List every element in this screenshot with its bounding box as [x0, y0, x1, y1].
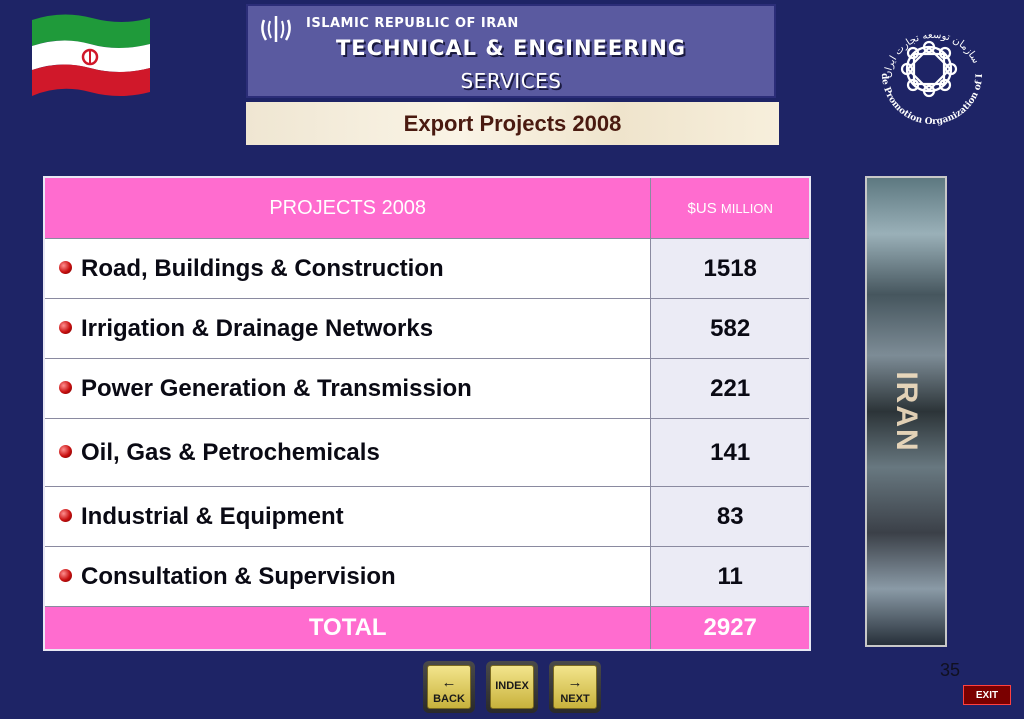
- bullet-icon: [59, 260, 72, 274]
- bullet-icon: [59, 380, 72, 394]
- index-label: INDEX: [495, 680, 529, 692]
- next-button[interactable]: → NEXT: [549, 661, 601, 713]
- back-label: BACK: [433, 693, 465, 705]
- star-knot-icon: [900, 40, 958, 98]
- project-value: 11: [650, 546, 811, 607]
- header-title: TECHNICAL & ENGINEERING: [335, 36, 687, 60]
- project-label: Industrial & Equipment: [81, 502, 344, 530]
- project-value: 1518: [650, 238, 811, 299]
- bullet-icon: [59, 568, 72, 582]
- index-button-face[interactable]: INDEX: [490, 665, 534, 709]
- arrow-left-icon: ←: [441, 674, 457, 691]
- table-row: Power Generation & Transmission 221: [43, 358, 811, 419]
- country-label: ISLAMIC REPUBLIC OF IRAN: [306, 16, 519, 31]
- iran-emblem-icon: [261, 16, 291, 42]
- index-button[interactable]: INDEX: [486, 661, 538, 713]
- total-label: TOTAL: [43, 606, 652, 651]
- title-banner: ISLAMIC REPUBLIC OF IRAN TECHNICAL & ENG…: [246, 4, 776, 98]
- project-label: Power Generation & Transmission: [81, 374, 472, 402]
- table-row: Road, Buildings & Construction 1518: [43, 238, 811, 299]
- header-subtitle: SERVICES: [460, 69, 562, 93]
- back-button[interactable]: ← BACK: [423, 661, 475, 713]
- table-row: Irrigation & Drainage Networks 582: [43, 298, 811, 359]
- arrow-right-icon: →: [567, 674, 583, 691]
- table-row: Consultation & Supervision 11: [43, 546, 811, 607]
- table-row: Industrial & Equipment 83: [43, 486, 811, 547]
- iran-flag-image: [32, 14, 150, 96]
- trade-promotion-logo: سازمان توسعه تجارت ایران Trade Promotion…: [868, 8, 985, 127]
- page-subtitle: Export Projects 2008: [246, 102, 779, 145]
- project-value: 141: [650, 418, 811, 487]
- table-header-row: PROJECTS 2008 $US MILLION: [43, 176, 811, 239]
- project-cell: Road, Buildings & Construction: [43, 238, 652, 299]
- value-column-header: $US MILLION: [650, 176, 811, 239]
- exit-button[interactable]: EXIT: [963, 685, 1011, 705]
- total-value: 2927: [650, 606, 811, 651]
- project-value: 221: [650, 358, 811, 419]
- project-value: 582: [650, 298, 811, 359]
- bullet-icon: [59, 508, 72, 522]
- project-cell: Oil, Gas & Petrochemicals: [43, 418, 652, 487]
- project-label: Irrigation & Drainage Networks: [81, 314, 434, 342]
- project-label: Oil, Gas & Petrochemicals: [81, 438, 380, 466]
- unit-label: MILLION: [720, 200, 773, 216]
- bullet-icon: [59, 444, 72, 458]
- project-cell: Industrial & Equipment: [43, 486, 652, 547]
- bullet-icon: [59, 320, 72, 334]
- project-cell: Consultation & Supervision: [43, 546, 652, 607]
- projects-column-header: PROJECTS 2008: [43, 176, 652, 239]
- table-row: Oil, Gas & Petrochemicals 141: [43, 418, 811, 487]
- next-label: NEXT: [560, 693, 590, 705]
- back-button-face[interactable]: ← BACK: [427, 665, 471, 709]
- project-value: 83: [650, 486, 811, 547]
- export-projects-table: PROJECTS 2008 $US MILLION Road, Building…: [43, 176, 811, 651]
- side-image-text: IRAN: [890, 370, 923, 453]
- page-number: 35: [940, 660, 961, 680]
- currency-label: $US: [687, 199, 717, 217]
- project-label: Road, Buildings & Construction: [81, 254, 444, 282]
- project-cell: Irrigation & Drainage Networks: [43, 298, 652, 359]
- project-label: Consultation & Supervision: [81, 562, 396, 590]
- next-button-face[interactable]: → NEXT: [553, 665, 597, 709]
- total-row: TOTAL 2927: [43, 606, 811, 651]
- project-cell: Power Generation & Transmission: [43, 358, 652, 419]
- side-photo-collage: IRAN: [865, 176, 947, 647]
